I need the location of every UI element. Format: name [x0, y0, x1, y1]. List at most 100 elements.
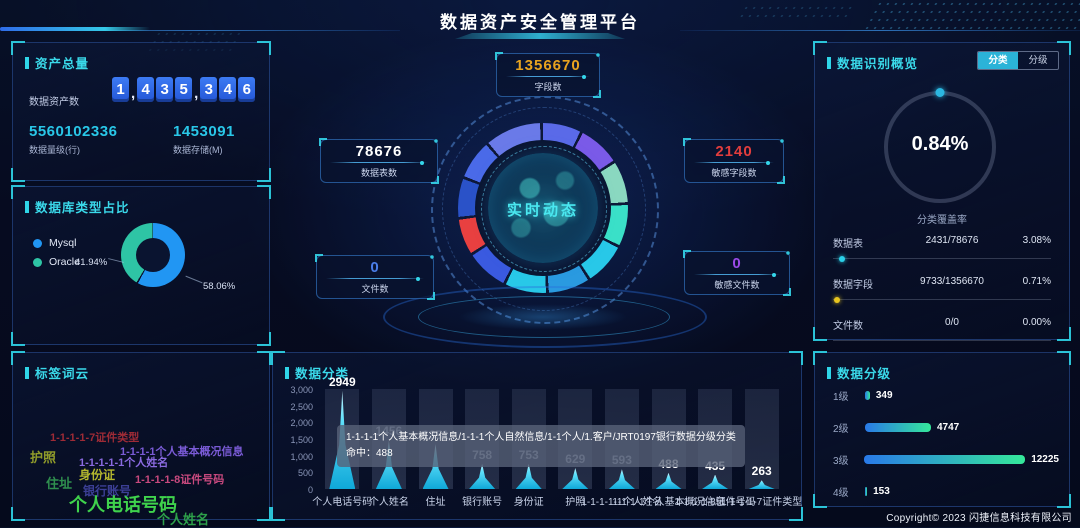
platform-ellipse-mid	[418, 296, 670, 338]
legend-item-mysql[interactable]: Mysql	[33, 237, 80, 249]
recognition-row-label: 数据字段	[833, 280, 873, 291]
flip-digit: 1	[112, 77, 129, 102]
recognition-progress-dot	[839, 255, 846, 262]
x-axis-label: 1-1-1-1-7证件类型	[721, 497, 803, 508]
pie-label-mysql: 58.06%	[203, 281, 236, 292]
recognition-row-text: 数据表 2431/78676 3.08%	[833, 235, 1051, 250]
recognition-row: 数据表 2431/78676 3.08%	[833, 235, 1051, 262]
platform-glow	[458, 304, 628, 330]
asset-panel-title: 资产总量	[25, 53, 89, 72]
y-tick-label: 1,000	[290, 451, 313, 462]
bar-value-label: 2949	[328, 374, 356, 389]
asset-rows-value: 5560102336	[29, 123, 118, 140]
y-tick-label: 2,000	[290, 418, 313, 429]
grading-row-value: 349	[875, 389, 893, 401]
recognition-panel-title: 数据识别概览	[827, 53, 918, 72]
recognition-progress-dot	[834, 296, 841, 303]
x-axis-label: 银行账号	[462, 497, 503, 508]
header-accent-line	[0, 27, 150, 31]
header-trapezoid	[455, 33, 625, 39]
db-panel-title: 数据库类型占比	[25, 197, 130, 216]
x-axis-label: 1-1-1-1-8证件号码	[674, 497, 756, 508]
copyright: Copyright© 2023 闪捷信息科技有限公司	[886, 513, 1072, 524]
recognition-row: 文件数 0/0 0.00%	[833, 317, 1051, 341]
title-accent-bar	[25, 56, 29, 69]
gauge-progress-dot	[935, 88, 945, 97]
wordcloud-word[interactable]: 个人电话号码	[69, 495, 177, 515]
recognition-tabs: 分类 分级	[977, 51, 1059, 70]
wordcloud-word[interactable]: 1-1-1-1个人基本概况信息	[120, 446, 244, 458]
grading-bar[interactable]	[863, 454, 1026, 464]
digit-comma: ,	[131, 85, 136, 102]
globe: 实时动态	[488, 153, 598, 263]
flip-digit: 6	[238, 77, 256, 102]
recognition-row-ratio: 0/0	[945, 317, 959, 328]
center-stage: 实时动态 1356670 字段数 78676 数据表数 2140 敏感字段数 0…	[270, 40, 810, 350]
stat-left: 78676 数据表数	[319, 138, 439, 184]
grading-bar[interactable]	[865, 390, 870, 400]
title-accent-bar	[25, 200, 29, 213]
header-line-left	[0, 30, 400, 31]
flip-digit: 5	[175, 77, 193, 102]
db-donut-chart[interactable]	[121, 223, 185, 287]
wordcloud-word[interactable]: 银行账号	[83, 484, 132, 498]
gauge-caption: 分类覆盖率	[917, 215, 967, 226]
stat-underline	[694, 272, 780, 277]
y-tick-label: 2,500	[290, 401, 313, 412]
grading-panel: 数据分级 1级 349 2级 4747 3级 12225 4级 153	[813, 351, 1071, 508]
legend-dot	[33, 238, 42, 248]
recognition-row-text: 文件数 0/0 0.00%	[833, 317, 1051, 332]
classification-panel-title: 数据分类	[285, 363, 349, 382]
wordcloud-word[interactable]: 1-1-1-1-8证件号码	[135, 474, 225, 486]
tooltip-line2: 命中：488	[346, 448, 393, 459]
y-tick-label: 1,500	[290, 435, 313, 445]
x-axis-label: 1-1-1-1-1个人姓名	[581, 497, 663, 508]
db-legend: Mysql Oracle	[33, 237, 80, 275]
wordcloud-word[interactable]: 身份证	[79, 468, 116, 482]
bar-spike[interactable]	[748, 480, 775, 489]
gauge-value: 0.84%	[911, 133, 969, 155]
recognition-row: 数据字段 9733/1356670 0.71%	[833, 276, 1051, 303]
category-band	[744, 389, 779, 489]
title-accent-bar	[827, 56, 831, 69]
x-axis-label: 1-1-1-1个人基本概况信息	[612, 497, 725, 508]
y-tick-label: 500	[297, 468, 313, 479]
recognition-rows: 数据表 2431/78676 3.08% 数据字段 9733/1356670 0.71% 文…	[833, 235, 1051, 358]
stat-bottom-right: 0 敏感文件数	[683, 250, 791, 296]
recognition-row-ratio: 9733/1356670	[920, 276, 984, 287]
stat-underline	[506, 74, 590, 79]
tables-count-value: 78676	[355, 143, 403, 160]
flip-digit: 4	[137, 77, 155, 102]
grading-row: 1级 349	[833, 389, 1059, 403]
y-tick-label: 3,000	[290, 385, 313, 395]
recognition-row-label: 数据表	[833, 239, 863, 250]
title-accent-bar	[827, 366, 831, 379]
wordcloud-word[interactable]: 护照	[30, 450, 57, 465]
classification-panel: 数据分类 3,000 2,500 2,000 1,500 1,000 500 0 2949 1…	[271, 351, 803, 521]
flip-digit: 3	[156, 77, 174, 102]
tooltip-line1: 1-1-1-1个人基本概况信息/1-1-1个人自然信息/1-1个人/1.客户/J…	[346, 432, 736, 443]
wordcloud-word[interactable]: 住址	[46, 476, 73, 491]
legend-dot	[33, 257, 42, 267]
wordcloud-panel-title: 标签词云	[25, 363, 89, 382]
files-count-value: 0	[370, 259, 380, 276]
wordcloud-word[interactable]: 1-1-1-1-1个人姓名	[79, 457, 169, 469]
grading-bar[interactable]	[865, 486, 868, 496]
x-axis-label: 身份证	[513, 497, 544, 508]
legend-item-oracle[interactable]: Oracle	[33, 256, 80, 268]
radar-dash-ring	[481, 146, 607, 272]
wordcloud-word[interactable]: 个人姓名	[157, 512, 210, 527]
recognition-row-label: 文件数	[833, 321, 863, 332]
grading-row-label: 3级	[833, 455, 849, 467]
wordcloud-word[interactable]: 1-1-1-1-7证件类型	[50, 432, 140, 444]
pie-leader-line-mysql	[185, 275, 203, 284]
bar-value-label: 263	[751, 464, 772, 479]
grading-panel-title: 数据分级	[827, 363, 891, 382]
tab-grading[interactable]: 分级	[1028, 55, 1048, 66]
tab-classification[interactable]: 分类	[978, 52, 1018, 69]
db-donut-hole	[136, 238, 170, 272]
recognition-row-ratio: 2431/78676	[925, 235, 979, 246]
grading-bar[interactable]	[865, 422, 931, 432]
